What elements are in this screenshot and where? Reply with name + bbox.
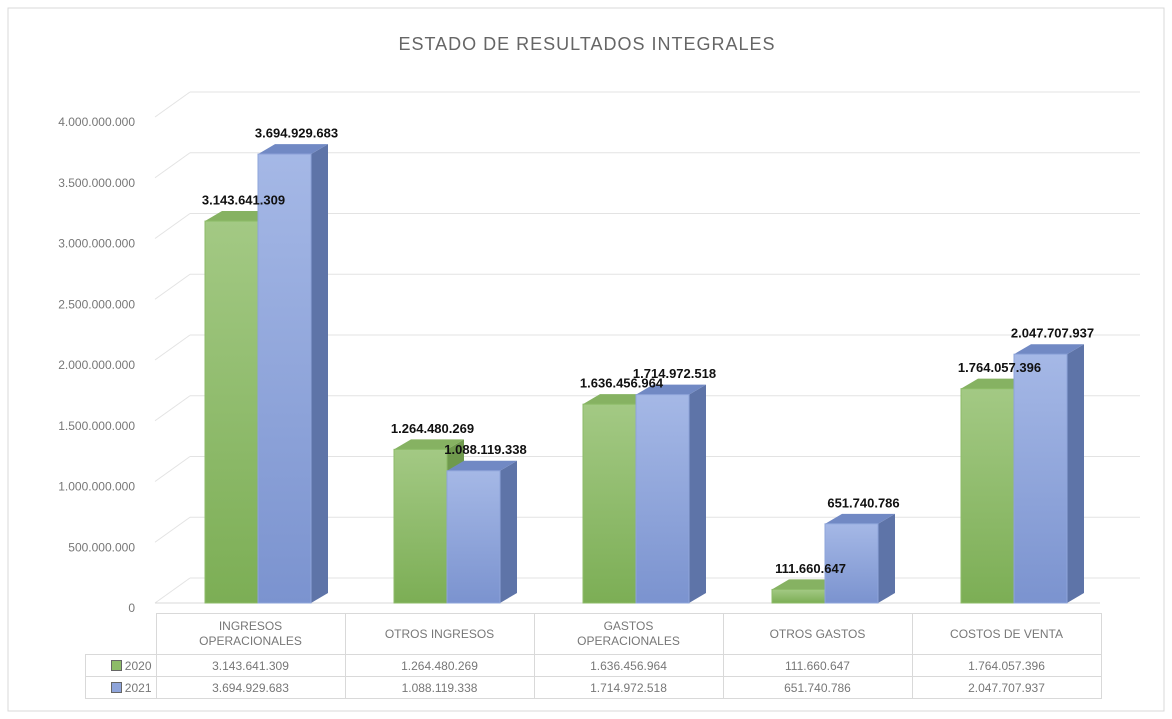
table-cell: 111.660.647 [722,654,913,677]
bar [771,588,826,604]
grid-line-side [154,456,191,482]
bar-top [394,439,464,450]
bar-top [258,144,328,155]
value-label: 1.764.057.396 [958,360,1041,375]
grid-line-side [154,577,191,604]
legend-label: 2021 [124,680,152,695]
x-tick-label: OTROS INGRESOS [344,613,535,655]
value-label: 3.143.641.309 [202,192,285,207]
table-cell: 3.143.641.309 [155,654,346,677]
legend-item: 2021 [85,676,157,699]
bar [824,523,879,604]
bar [446,470,501,604]
legend-label: 2020 [124,658,152,673]
value-label: 3.694.929.683 [255,126,338,141]
bar [582,403,637,604]
bar [635,394,690,604]
bar-top [1014,344,1084,355]
bar-side [500,460,517,603]
table-cell: 1.264.480.269 [344,654,535,677]
chart-border [7,7,1165,712]
grid-line-side [154,273,191,300]
x-tick-label: GASTOS OPERACIONALES [533,613,724,655]
bar [1013,353,1068,604]
y-tick-label: 4.000.000.000 [58,115,135,129]
y-tick-label: 3.000.000.000 [58,237,135,251]
value-label: 651.740.786 [827,495,899,510]
table-corner [86,614,157,655]
value-label: 1.088.119.338 [444,442,526,457]
x-tick-label: COSTOS DE VENTA [911,613,1102,655]
legend-key [110,681,122,693]
table-row: 2021 3.694.929.683 1.088.119.338 1.714.972.… [85,676,1102,699]
y-tick-label: 0 [128,601,135,615]
bar [257,153,312,604]
bar-top [825,513,895,524]
legend-item: 2020 [85,654,157,677]
bar-top [636,384,706,395]
grid-line-side [154,91,191,118]
y-tick-label: 3.500.000.000 [58,176,135,190]
bar-side [689,384,706,603]
value-label: 1.264.480.269 [391,421,474,436]
grid-line-side [154,334,191,361]
table-header-row: INGRESOS OPERACIONALES OTROS INGRESOS GAST… [86,613,1102,655]
y-tick-label: 2.000.000.000 [58,358,135,372]
bar-top [447,460,517,471]
x-tick-label: OTROS GASTOS [722,613,913,655]
grid-line-side [154,213,191,239]
y-tick-label: 500.000.000 [68,540,135,554]
table-cell: 651.740.786 [722,676,913,699]
bar [393,448,448,604]
grid-line-side [154,395,191,422]
y-tick-label: 1.000.000.000 [58,480,135,494]
table-row: 2020 3.143.641.309 1.264.480.269 1.636.456.… [85,654,1102,677]
table-cell: 1.764.057.396 [911,654,1102,677]
bar-side [878,513,895,603]
legend-key [110,659,122,671]
value-label: 1.636.456.964 [580,376,664,391]
table-cell: 1.714.972.518 [533,676,724,699]
y-tick-label: 2.500.000.000 [58,297,135,311]
table-cell: 1.636.456.964 [533,654,724,677]
chart-title: ESTADO DE RESULTADOS INTEGRALES [398,34,775,54]
bar-side [311,144,328,603]
bar [204,220,259,604]
table-cell: 2.047.707.937 [911,676,1102,699]
x-tick-label: INGRESOS OPERACIONALES [155,613,346,655]
value-label: 2.047.707.937 [1011,326,1094,341]
bar [960,388,1015,604]
value-label: 111.660.647 [775,561,846,576]
y-tick-label: 1.500.000.000 [58,419,135,433]
bar-side [1067,344,1084,603]
grid-line-side [154,516,191,543]
table-cell: 3.694.929.683 [155,676,346,699]
value-label: 1.714.972.518 [633,366,716,381]
table-cell: 1.088.119.338 [344,676,535,699]
grid-line-side [154,152,191,179]
data-table: INGRESOS OPERACIONALES OTROS INGRESOS GAST… [85,613,1102,699]
